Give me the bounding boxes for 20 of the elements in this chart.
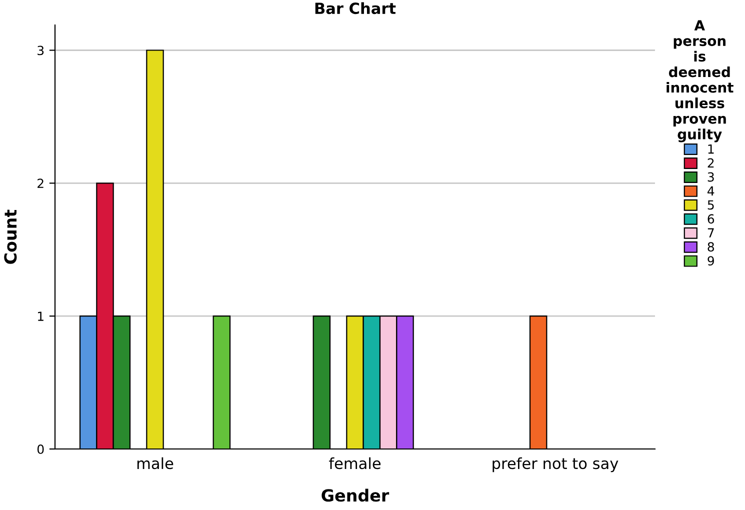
y-axis-title: Count — [4, 210, 17, 264]
legend-label: 7 — [708, 228, 714, 238]
x-tick-label: male — [137, 457, 174, 470]
x-tick-label: prefer not to say — [492, 457, 618, 472]
legend-label: 6 — [708, 214, 714, 224]
y-tick-label: 2 — [38, 178, 44, 188]
legend-label: 1 — [708, 144, 714, 154]
chart-title: Bar Chart — [315, 2, 396, 14]
legend-title: A person is deemed innocent unless proven guilty — [666, 20, 734, 142]
y-tick-label: 3 — [38, 46, 44, 56]
legend-label: 9 — [708, 256, 714, 266]
x-axis-title: Gender — [322, 488, 390, 502]
x-tick-label: female — [329, 457, 381, 470]
legend-label: 3 — [708, 172, 714, 182]
y-tick-label: 1 — [38, 312, 44, 321]
legend-label: 4 — [708, 186, 714, 196]
legend-label: 2 — [708, 158, 714, 168]
legend-label: 5 — [708, 200, 714, 210]
y-tick-label: 0 — [37, 444, 44, 454]
legend-label: 8 — [708, 242, 714, 252]
